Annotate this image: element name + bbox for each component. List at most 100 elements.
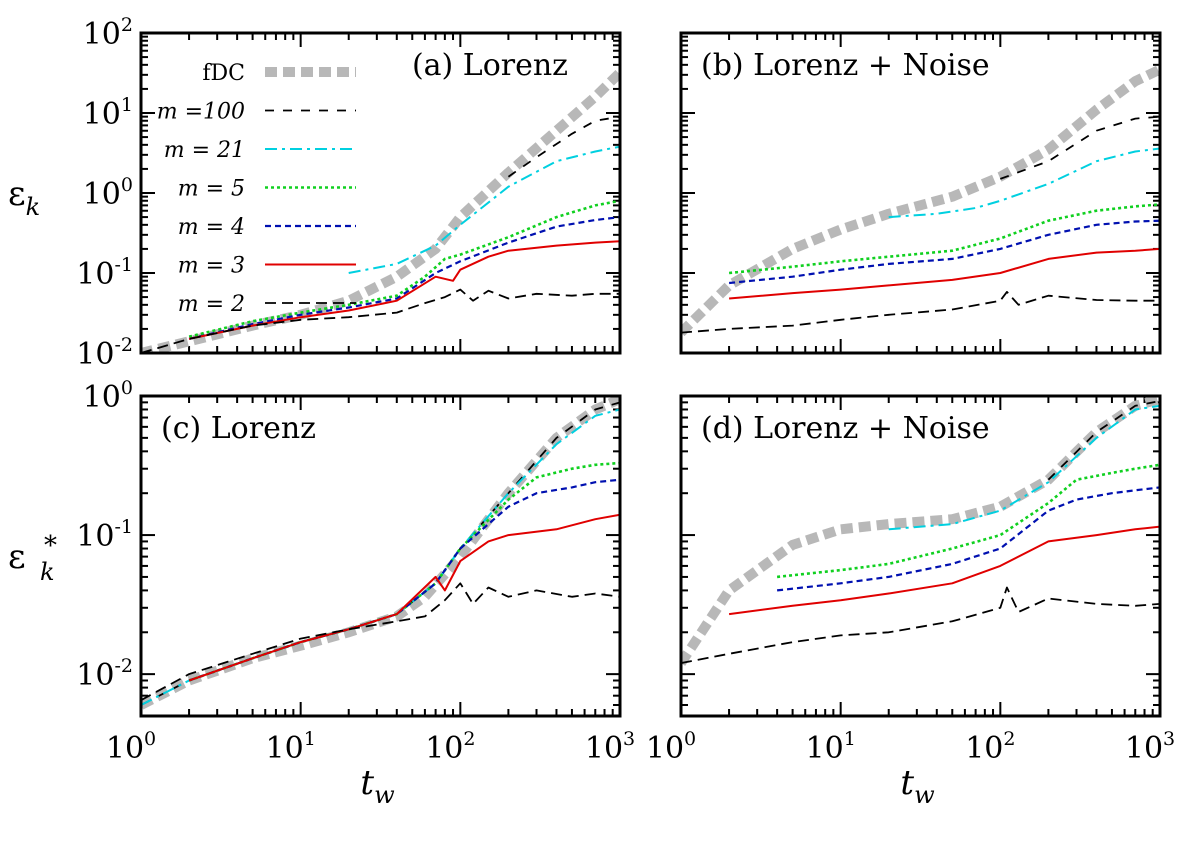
series-line-m-100 (141, 401, 620, 706)
y-tick-label-base: 10 (76, 658, 114, 693)
x-tick-label-exponent: 0 (684, 728, 696, 750)
series-line-m-2 (681, 290, 1160, 334)
series-line-m-21 (348, 145, 620, 274)
x-axis-label-text: t (900, 763, 914, 803)
y-tick-label-exponent: 0 (121, 377, 133, 399)
y-tick-label-base: 10 (83, 380, 121, 415)
y-tick-label-base: 10 (83, 17, 121, 52)
y-tick-label-exponent: 2 (121, 14, 133, 36)
x-tick-label-base: 10 (646, 731, 684, 766)
x-tick-label: 100 (646, 728, 696, 766)
x-axis-label: tw (360, 763, 395, 809)
x-tick-label-exponent: 2 (463, 728, 475, 750)
y-tick-label-exponent: -1 (114, 516, 133, 538)
y-tick-label: 102 (83, 14, 133, 52)
x-tick-label-base: 10 (585, 731, 623, 766)
legend-item: m = 21 (164, 138, 356, 163)
y-axis-label-base: ε (8, 174, 26, 214)
y-tick-label-exponent: 1 (121, 94, 133, 116)
legend-label: m = 4 (178, 215, 245, 240)
x-axis-label-sub: w (374, 781, 395, 809)
y-axis-label-sub: k (26, 193, 41, 221)
series-line-m-2 (141, 582, 620, 701)
y-axis-label-sub: k (40, 558, 55, 586)
y-tick-label: 100 (83, 377, 133, 415)
series-line-m-5 (188, 199, 620, 338)
y-axis-label: εk (8, 174, 40, 221)
legend: fDC m =100 m = 21 m = 5 m = 4 m = 3 m = 2 (157, 61, 356, 317)
x-tick-label: 103 (585, 728, 635, 766)
x-axis-label-text: t (360, 763, 374, 803)
x-axis-label: tw (900, 763, 935, 809)
panel-title: (b) Lorenz + Noise (701, 48, 990, 83)
legend-label: m = 5 (178, 177, 245, 202)
x-tick-label-base: 10 (106, 731, 144, 766)
series-line-m-4 (728, 219, 1160, 285)
legend-label: fDC (202, 61, 245, 86)
legend-item: m = 2 (178, 292, 356, 317)
series-line-fdc (141, 69, 620, 353)
y-tick-label-exponent: -2 (114, 655, 133, 677)
series-line-fdc (681, 396, 1160, 666)
legend-label: m = 21 (164, 138, 245, 163)
x-tick-label-base: 10 (806, 731, 844, 766)
series-line-m-3 (188, 240, 620, 340)
y-tick-label-base: 10 (76, 257, 114, 292)
y-tick-label-exponent: 0 (121, 174, 133, 196)
y-tick-label: 100 (83, 174, 133, 212)
y-tick-label-base: 10 (83, 97, 121, 132)
series-line-m-100 (999, 115, 1160, 180)
series-line-m-100 (1047, 400, 1160, 481)
y-axis-label-sup: * (44, 531, 57, 561)
series-line-m-21 (888, 147, 1160, 219)
panel-d-frame (679, 394, 1162, 718)
x-tick-label: 100 (106, 728, 156, 766)
x-tick-label-base: 10 (266, 731, 304, 766)
x-tick-label-exponent: 0 (144, 728, 156, 750)
x-tick-label: 102 (965, 728, 1015, 766)
x-axis-label-sub: w (914, 781, 935, 809)
legend-item: m =100 (157, 100, 356, 125)
series-line-m-2 (681, 586, 1160, 664)
series-line-fdc (681, 64, 1160, 337)
y-tick-label-exponent: -1 (114, 254, 133, 276)
series-line-m-5 (188, 461, 620, 682)
y-axis-label: ε * k (8, 531, 57, 586)
x-tick-label: 101 (806, 728, 856, 766)
legend-label: m = 2 (178, 292, 245, 317)
series-line-m-3 (729, 247, 1160, 300)
series-line-m-21 (888, 404, 1160, 531)
series-line-m-21 (141, 408, 620, 706)
panel-a-series (141, 69, 620, 353)
x-tick-label-exponent: 1 (844, 728, 856, 750)
x-tick-label-exponent: 1 (304, 728, 316, 750)
legend-item: m = 3 (178, 254, 356, 279)
y-tick-label-base: 10 (76, 337, 114, 372)
panel-a-frame (139, 31, 622, 355)
y-tick-label: 10-1 (76, 516, 133, 554)
panel-c-series (141, 396, 620, 710)
series-line-m-100 (507, 115, 620, 178)
y-tick-label-base: 10 (76, 519, 114, 554)
legend-label: m = 3 (178, 254, 245, 279)
panel-title: (c) Lorenz (161, 411, 316, 446)
panel-title: (a) Lorenz (412, 48, 568, 83)
panel-c-frame (139, 394, 622, 718)
panel-b: (b) Lorenz + Noise (679, 31, 1162, 355)
x-tick-label-base: 10 (965, 731, 1003, 766)
panel-d-series (681, 396, 1160, 666)
x-tick-label-base: 10 (1125, 731, 1163, 766)
series-line-m-5 (728, 203, 1160, 275)
legend-label: m =100 (157, 100, 245, 125)
x-tick-label-exponent: 3 (1163, 728, 1175, 750)
panel-title: (d) Lorenz + Noise (701, 411, 990, 446)
x-tick-label-exponent: 2 (1003, 728, 1015, 750)
series-line-m-4 (776, 486, 1160, 592)
panel-b-series (681, 64, 1160, 337)
legend-item: m = 5 (178, 177, 356, 202)
x-tick-label: 101 (266, 728, 316, 766)
series-line-m-3 (728, 525, 1160, 616)
y-tick-label: 10-2 (76, 655, 133, 693)
